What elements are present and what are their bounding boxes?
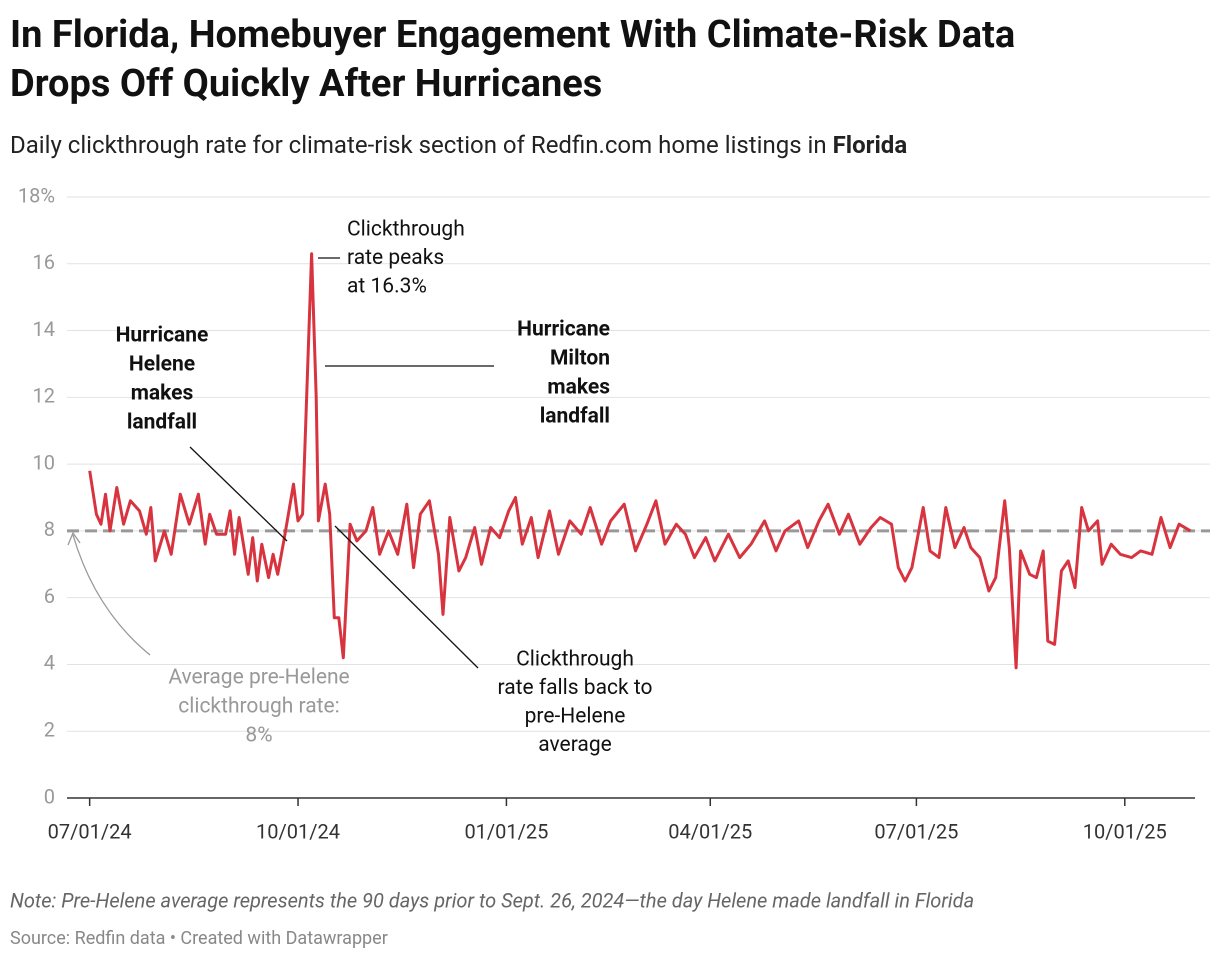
annotation: Milton bbox=[550, 347, 610, 371]
annotation: Clickthrough bbox=[347, 218, 465, 242]
annotation: average bbox=[538, 733, 612, 757]
y-tick-label: 8 bbox=[44, 517, 55, 541]
subtitle-text: Daily clickthrough rate for climate-risk… bbox=[10, 131, 827, 159]
annotation: at 16.3% bbox=[347, 275, 427, 299]
y-tick-label: 12 bbox=[33, 384, 55, 408]
chart-title: In Florida, Homebuyer Engagement With Cl… bbox=[10, 13, 1015, 57]
annotation: landfall bbox=[540, 405, 610, 429]
plot bbox=[67, 252, 1210, 670]
annotation: Average pre-Helene bbox=[168, 666, 349, 690]
x-tick-label: 01/01/25 bbox=[464, 819, 548, 843]
annotation-leader bbox=[334, 525, 479, 669]
y-tick-label: 16 bbox=[33, 250, 55, 274]
annotation-arrow bbox=[72, 534, 151, 656]
source: Source: Redfin data • Created with Dataw… bbox=[10, 928, 388, 949]
annotation: makes bbox=[131, 382, 194, 406]
annotation: clickthrough rate: bbox=[178, 695, 340, 719]
annotation: rate peaks bbox=[347, 246, 444, 270]
x-tick-label: 10/01/25 bbox=[1083, 819, 1167, 843]
annotation: Hurricane bbox=[517, 318, 610, 342]
subtitle-bold: Florida bbox=[833, 131, 908, 159]
x-tick-label: 10/01/24 bbox=[256, 819, 340, 843]
annotation: Clickthrough bbox=[516, 648, 634, 672]
data-line bbox=[88, 252, 1192, 670]
subtitle: Daily clickthrough rate for climate-risk… bbox=[10, 131, 907, 159]
y-tick-label: 18% bbox=[18, 183, 55, 207]
y-tick-label: 14 bbox=[33, 317, 55, 341]
x-tick-label: 07/01/24 bbox=[48, 819, 132, 843]
x-tick-label: 04/01/25 bbox=[668, 819, 752, 843]
annotation-lines bbox=[67, 257, 494, 669]
y-tick-label: 2 bbox=[44, 718, 55, 742]
annotation: makes bbox=[547, 376, 610, 400]
annotation: rate falls back to bbox=[497, 676, 652, 700]
annotation: 8% bbox=[245, 724, 272, 748]
annotation: landfall bbox=[127, 411, 197, 435]
annotations: Hurricane Helene makes landfall Hurricane Mil… bbox=[116, 218, 653, 758]
y-tick-label: 0 bbox=[44, 784, 55, 808]
annotation: Helene bbox=[129, 353, 195, 377]
annotation: Hurricane bbox=[116, 324, 209, 348]
chart-title: Drops Off Quickly After Hurricanes bbox=[10, 62, 602, 106]
y-tick-label: 10 bbox=[33, 450, 55, 474]
y-tick-label: 6 bbox=[44, 584, 55, 608]
annotation-arrowhead bbox=[67, 531, 81, 546]
annotation: pre-Helene bbox=[525, 705, 626, 729]
annotation-leader bbox=[189, 446, 288, 542]
grid: 0 2 4 6 8 10 12 14 16 18% 07/01/24 10/01/24 01/01/25… bbox=[18, 183, 1210, 843]
note: Note: Pre-Helene average represents the … bbox=[10, 888, 974, 912]
y-tick-label: 4 bbox=[44, 651, 55, 675]
x-tick-label: 07/01/25 bbox=[874, 819, 958, 843]
